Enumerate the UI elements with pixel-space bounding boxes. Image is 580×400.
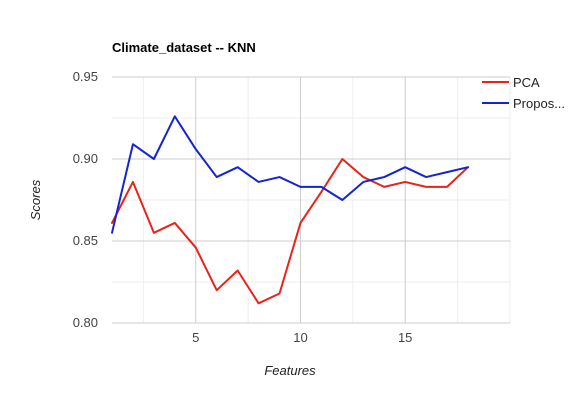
- x-tick-label: 10: [293, 330, 307, 345]
- y-tick-label: 0.90: [73, 151, 98, 166]
- x-axis-label: Features: [264, 363, 316, 378]
- y-tick-label: 0.85: [73, 233, 98, 248]
- tick-labels: 0.80 0.85 0.90 0.95 5 10 15: [73, 69, 413, 345]
- legend-label: PCA: [513, 75, 540, 90]
- y-tick-label: 0.95: [73, 69, 98, 84]
- legend: PCA Propos...: [482, 75, 565, 111]
- y-tick-label: 0.80: [73, 315, 98, 330]
- grid: [112, 77, 510, 323]
- series-line-proposed: [112, 116, 468, 232]
- legend-label: Propos...: [513, 96, 565, 111]
- x-tick-label: 15: [398, 330, 412, 345]
- y-axis-label: Scores: [28, 179, 43, 220]
- chart-title: Climate_dataset -- KNN: [112, 40, 256, 55]
- x-tick-label: 5: [192, 330, 199, 345]
- series-layer: [112, 116, 468, 303]
